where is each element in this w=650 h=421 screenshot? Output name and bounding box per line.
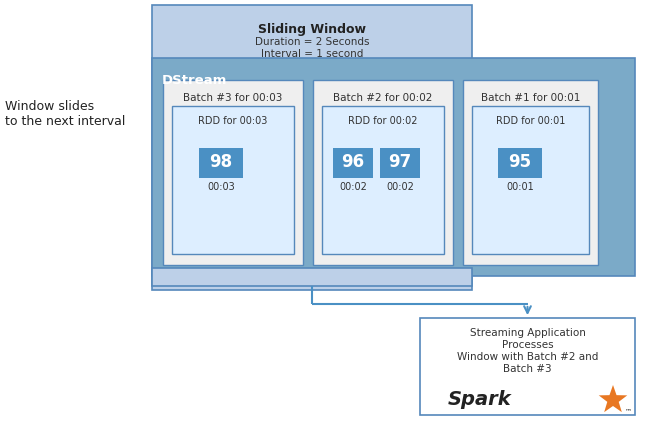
Text: 97: 97 [389, 153, 411, 171]
Text: to the next interval: to the next interval [5, 115, 125, 128]
Text: Window with Batch #2 and: Window with Batch #2 and [457, 352, 598, 362]
Bar [152, 5, 472, 290]
Text: Window slides: Window slides [5, 100, 94, 113]
Text: 96: 96 [341, 153, 365, 171]
Bar [498, 148, 542, 178]
Text: 98: 98 [209, 153, 233, 171]
Text: DStream: DStream [162, 74, 228, 87]
Bar [420, 318, 635, 415]
Text: RDD for 00:03: RDD for 00:03 [198, 116, 268, 126]
Bar [333, 148, 373, 178]
Text: Processes: Processes [502, 340, 553, 350]
Bar [463, 80, 598, 265]
Text: Interval = 1 second: Interval = 1 second [261, 49, 363, 59]
Text: RDD for 00:02: RDD for 00:02 [348, 116, 418, 126]
Bar [380, 148, 420, 178]
Bar [172, 106, 294, 254]
Bar [152, 58, 635, 276]
Bar [199, 148, 243, 178]
Text: 00:03: 00:03 [207, 182, 235, 192]
Text: Batch #3 for 00:03: Batch #3 for 00:03 [183, 93, 283, 103]
Bar [313, 80, 453, 265]
Text: Batch #1 for 00:01: Batch #1 for 00:01 [481, 93, 580, 103]
Bar [152, 268, 472, 286]
Text: Sliding Window: Sliding Window [258, 23, 366, 36]
Text: 00:02: 00:02 [339, 182, 367, 192]
Text: RDD for 00:01: RDD for 00:01 [496, 116, 566, 126]
Text: 00:01: 00:01 [506, 182, 534, 192]
Text: Streaming Application: Streaming Application [469, 328, 586, 338]
Bar [340, 58, 635, 276]
Bar [472, 106, 589, 254]
Text: Batch #2 for 00:02: Batch #2 for 00:02 [333, 93, 433, 103]
Polygon shape [599, 385, 627, 412]
Text: 95: 95 [508, 153, 532, 171]
Text: 00:02: 00:02 [386, 182, 414, 192]
Text: Spark: Spark [448, 390, 512, 409]
Text: ™: ™ [625, 408, 632, 414]
Bar [163, 80, 303, 265]
Bar [322, 106, 444, 254]
Text: Batch #3: Batch #3 [503, 364, 552, 374]
Text: Duration = 2 Seconds: Duration = 2 Seconds [255, 37, 369, 47]
